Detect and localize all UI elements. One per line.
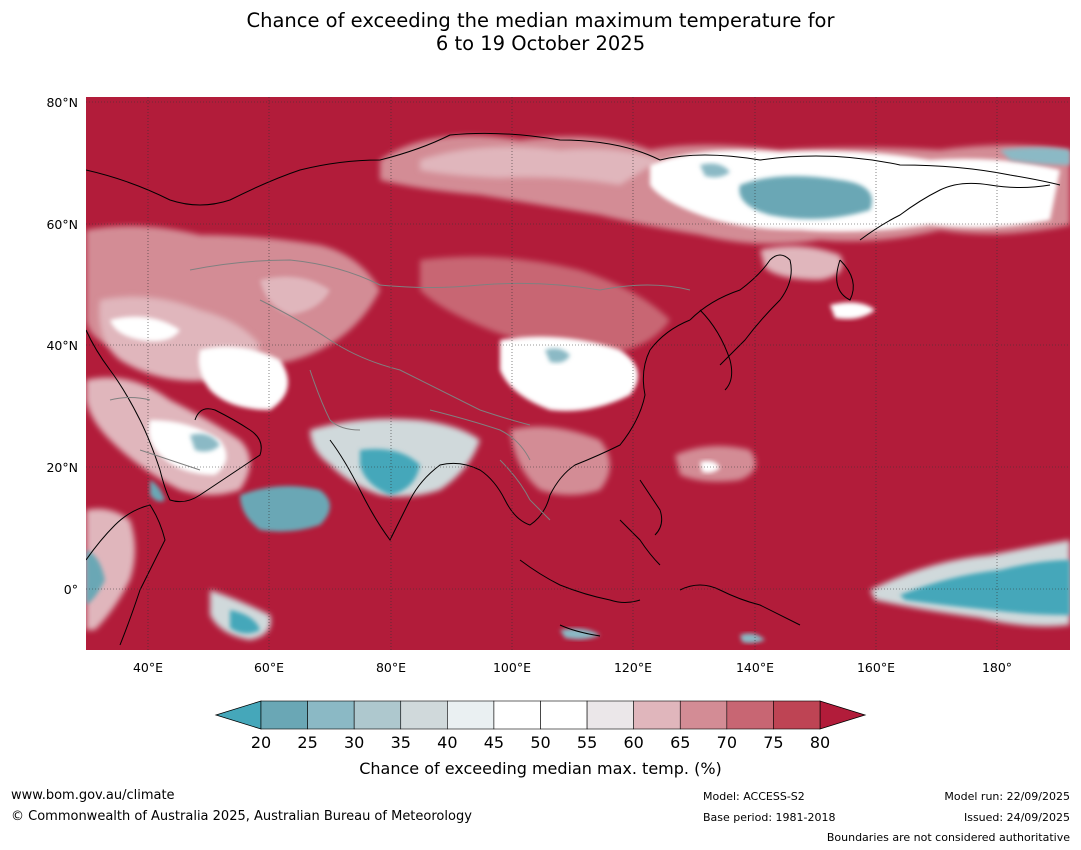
colorbar-tick-label: 25 xyxy=(297,733,318,752)
model-run-date: Model run: 22/09/2025 xyxy=(944,790,1070,803)
map-title-line2: 6 to 19 October 2025 xyxy=(435,32,646,55)
colorbar-segment xyxy=(773,700,821,730)
website-link[interactable]: www.bom.gov.au/climate xyxy=(11,788,175,803)
lon-label-80e: 80°E xyxy=(375,660,407,675)
graticule xyxy=(86,97,1070,650)
colorbar-segment xyxy=(400,700,448,730)
colorbar-segment xyxy=(726,700,774,730)
colorbar-segment xyxy=(633,700,681,730)
colorbar xyxy=(214,700,867,730)
colorbar-segment xyxy=(679,700,728,730)
lon-label-160e: 160°E xyxy=(856,660,895,675)
colorbar-segment xyxy=(307,700,355,730)
lon-label-180: 180° xyxy=(981,660,1013,675)
colorbar-segment xyxy=(353,700,402,730)
colorbar-tick-label: 70 xyxy=(716,733,737,752)
colorbar-tick-label: 30 xyxy=(343,733,365,752)
colorbar-over-triangle xyxy=(819,700,867,730)
colorbar-label: Chance of exceeding median max. temp. (%… xyxy=(359,759,722,778)
colorbar-tick-label: 75 xyxy=(763,733,784,752)
colorbar-tick-label: 60 xyxy=(623,733,644,752)
colorbar-tick-label: 20 xyxy=(250,733,272,752)
colorbar-segment xyxy=(493,700,541,730)
lat-label-60n: 60°N xyxy=(46,217,78,232)
colorbar-tick-label: 80 xyxy=(809,733,831,752)
map-title-line1: Chance of exceeding the median maximum t… xyxy=(246,9,835,32)
model-name: Model: ACCESS-S2 xyxy=(703,790,805,803)
issued-date: Issued: 24/09/2025 xyxy=(963,811,1070,824)
colorbar-tick-label: 35 xyxy=(390,733,411,752)
copyright-text: © Commonwealth of Australia 2025, Austra… xyxy=(11,809,472,824)
lon-label-100e: 100°E xyxy=(492,660,531,675)
base-period: Base period: 1981-2018 xyxy=(703,811,836,824)
lat-label-0: 0° xyxy=(63,582,78,597)
probability-regions xyxy=(86,135,1070,644)
colorbar-tick-label: 40 xyxy=(437,733,458,752)
colorbar-segment xyxy=(447,700,495,730)
colorbar-segment xyxy=(586,700,634,730)
colorbar-under-triangle xyxy=(214,700,262,730)
country-boundaries xyxy=(109,259,691,521)
lon-label-40e: 40°E xyxy=(132,660,164,675)
colorbar-segment xyxy=(260,700,308,730)
lon-label-120e: 120°E xyxy=(613,660,652,675)
colorbar-tick-label: 50 xyxy=(530,733,551,752)
colorbar-tick-label: 55 xyxy=(576,733,598,752)
lat-label-40n: 40°N xyxy=(46,338,78,353)
coastlines xyxy=(86,132,1061,646)
boundaries-disclaimer: Boundaries are not considered authoritat… xyxy=(826,831,1070,844)
lat-label-20n: 20°N xyxy=(46,460,78,475)
lat-label-80n: 80°N xyxy=(46,95,78,110)
colorbar-segment xyxy=(540,700,588,730)
colorbar-tick-label: 65 xyxy=(670,733,691,752)
colorbar-tick-label: 45 xyxy=(483,733,505,752)
lon-label-140e: 140°E xyxy=(735,660,774,675)
lon-label-60e: 60°E xyxy=(253,660,285,675)
